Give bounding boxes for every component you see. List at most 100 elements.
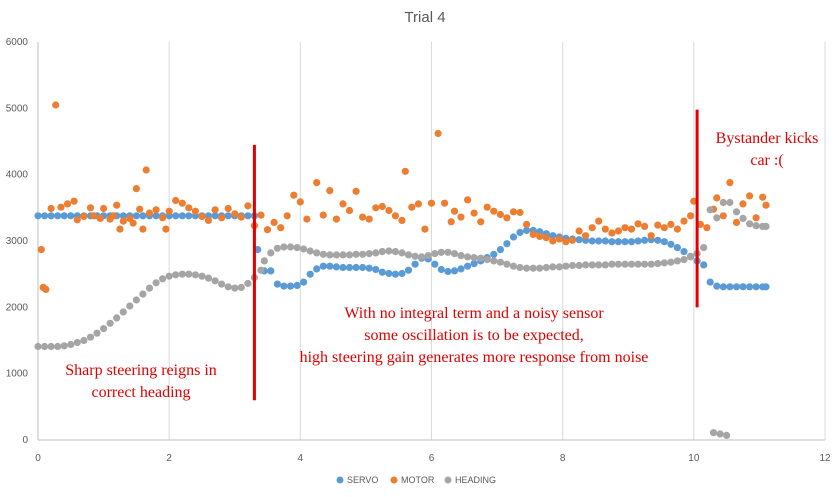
data-point-heading [542, 263, 550, 272]
data-point-motor [52, 101, 60, 109]
data-point-servo [752, 283, 760, 291]
data-point-motor [542, 234, 550, 242]
data-point-motor [237, 213, 245, 221]
data-point-servo [300, 278, 308, 286]
data-point-motor [385, 206, 393, 215]
data-point-heading [470, 254, 478, 262]
data-point-servo [332, 263, 340, 271]
data-point-motor [555, 235, 564, 243]
data-point-heading [536, 264, 544, 272]
data-point-heading [437, 248, 445, 256]
data-point-heading [159, 275, 167, 283]
data-point-heading [601, 261, 609, 269]
data-point-heading [152, 279, 160, 287]
data-point-heading [385, 247, 393, 255]
data-point-motor [568, 236, 577, 244]
data-point-motor [509, 208, 518, 216]
data-point-heading [224, 283, 232, 291]
data-point-heading [739, 214, 747, 222]
data-point-servo [313, 265, 321, 273]
data-point-servo [595, 237, 603, 245]
data-point-motor [457, 213, 465, 221]
data-point-motor [319, 211, 327, 219]
data-point-heading [641, 260, 649, 268]
data-point-heading [647, 260, 655, 268]
data-point-motor [277, 224, 285, 232]
data-point-motor [70, 197, 78, 205]
data-point-heading [139, 290, 147, 298]
data-point-servo [739, 283, 747, 291]
gridlines [168, 42, 826, 440]
data-point-heading [60, 342, 68, 350]
data-point-heading [516, 263, 524, 272]
data-point-servo [152, 212, 160, 220]
data-point-heading [165, 272, 173, 280]
data-point-heading [719, 198, 727, 207]
x-tick-label: 8 [560, 453, 566, 464]
data-point-heading [67, 340, 75, 349]
data-point-heading [398, 249, 406, 257]
data-point-servo [509, 233, 518, 241]
data-point-heading [54, 342, 62, 351]
data-point-motor [172, 196, 180, 205]
data-point-motor [37, 246, 45, 254]
data-point-servo [601, 237, 609, 245]
data-point-servo [34, 212, 42, 220]
data-point-motor [529, 230, 537, 238]
data-point-heading [424, 252, 432, 260]
data-point-motor [263, 226, 272, 234]
data-point-motor [113, 201, 121, 209]
data-point-servo [516, 228, 524, 236]
data-point-heading [431, 250, 439, 258]
data-point-heading [231, 284, 239, 292]
y-axis-ticks: 0 1000 2000 3000 4000 5000 6000 [6, 37, 29, 446]
legend-marker-motor [390, 476, 398, 484]
data-point-servo [41, 212, 49, 220]
annotations: Sharp steering reigns in correct heading W… [65, 130, 818, 401]
data-point-heading [359, 250, 367, 258]
data-point-heading [86, 333, 95, 341]
x-tick-label: 6 [429, 453, 435, 464]
data-point-motor [96, 214, 104, 222]
axes [37, 42, 825, 441]
data-point-motor [441, 199, 449, 207]
data-point-heading [706, 206, 714, 214]
data-point-heading [286, 243, 295, 251]
data-point-heading [450, 250, 459, 258]
data-point-motor [332, 215, 340, 223]
data-point-servo [119, 212, 127, 220]
y-tick-label: 2000 [6, 302, 29, 313]
annotation-line: some oscillation is to be expected, [364, 327, 584, 344]
data-point-motor [687, 212, 695, 220]
data-point-heading [293, 244, 301, 252]
data-point-motor [345, 206, 354, 215]
data-point-servo [139, 212, 147, 220]
data-point-motor [90, 212, 98, 220]
data-point-heading [145, 284, 154, 292]
data-point-heading [372, 249, 380, 257]
data-point-heading [654, 260, 662, 268]
data-point-servo [411, 260, 419, 268]
data-point-motor [198, 212, 206, 221]
data-point-servo [746, 283, 754, 291]
x-tick-label: 4 [298, 453, 304, 464]
data-point-servo [464, 262, 472, 270]
data-point-motor [100, 204, 108, 213]
data-point-servo [293, 281, 301, 289]
data-point-motor [391, 212, 399, 220]
data-point-heading [529, 264, 537, 272]
data-point-motor [427, 199, 436, 207]
data-point-heading [588, 261, 596, 269]
data-point-heading [198, 272, 206, 280]
data-point-heading [673, 257, 682, 265]
data-point-servo [47, 212, 55, 220]
y-tick-label: 1000 [6, 369, 29, 380]
data-point-heading [713, 214, 721, 222]
data-point-servo [398, 269, 406, 278]
annotation-line: Sharp steering reigns in [65, 362, 217, 379]
data-point-motor [595, 217, 603, 225]
data-point-heading [41, 342, 49, 351]
data-point-motor [152, 206, 160, 214]
data-point-servo [211, 212, 219, 220]
